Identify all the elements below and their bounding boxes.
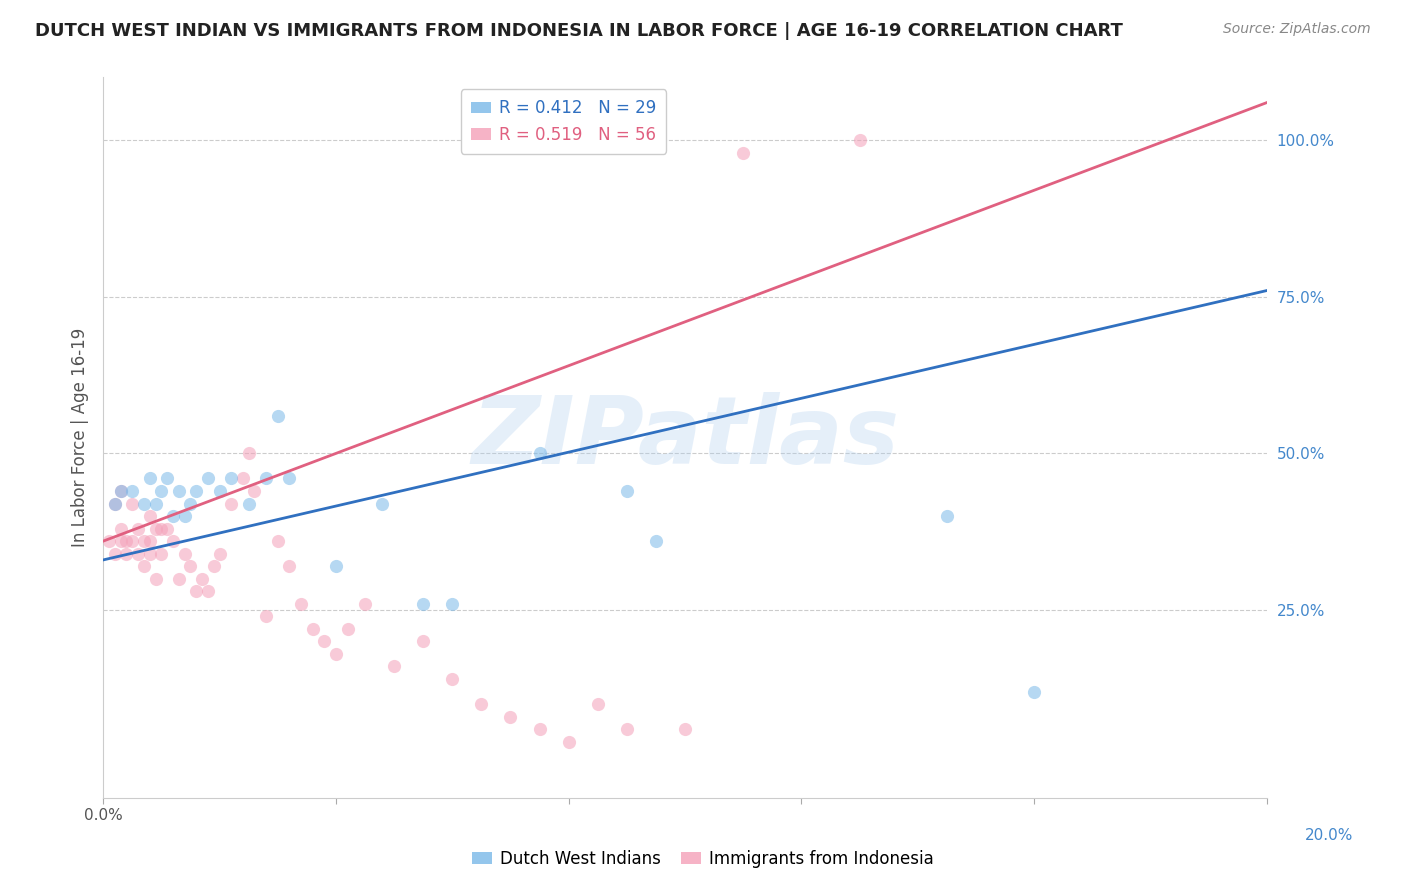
Point (110, 483, 132, 498)
Point (219, 471, 242, 485)
Point (115, 547, 138, 561)
Point (121, 534, 143, 549)
Point (232, 471, 254, 485)
Point (145, 497, 167, 511)
Point (238, 446, 260, 460)
Point (1024, 684, 1046, 698)
Point (150, 522, 173, 536)
Point (121, 497, 143, 511)
Point (290, 597, 312, 611)
Point (673, 722, 696, 736)
Point (371, 497, 394, 511)
Point (127, 522, 149, 536)
Point (138, 534, 160, 549)
Point (150, 483, 173, 498)
Point (104, 497, 127, 511)
Point (167, 572, 190, 586)
Point (267, 409, 290, 423)
Point (110, 534, 132, 549)
Point (733, 145, 755, 160)
Point (197, 584, 219, 599)
Point (150, 547, 173, 561)
Point (186, 483, 208, 498)
Text: Source: ZipAtlas.com: Source: ZipAtlas.com (1223, 22, 1371, 37)
Point (354, 597, 377, 611)
Point (243, 483, 266, 498)
Point (254, 471, 277, 485)
Point (97, 534, 120, 549)
Point (616, 483, 638, 498)
Point (179, 497, 201, 511)
Text: ZIPatlas: ZIPatlas (471, 392, 900, 483)
Point (127, 547, 149, 561)
Point (173, 547, 195, 561)
Point (301, 622, 323, 636)
Point (179, 559, 201, 574)
Text: 20.0%: 20.0% (1305, 828, 1353, 843)
Point (162, 534, 184, 549)
Point (132, 559, 155, 574)
Point (412, 634, 434, 648)
Point (278, 471, 301, 485)
Point (138, 471, 160, 485)
Point (441, 672, 464, 686)
Point (267, 534, 290, 549)
Point (156, 522, 179, 536)
Point (162, 509, 184, 524)
Point (202, 559, 225, 574)
Point (382, 659, 405, 673)
Legend: R = 0.412   N = 29, R = 0.519   N = 56: R = 0.412 N = 29, R = 0.519 N = 56 (461, 89, 666, 153)
Legend: Dutch West Indians, Immigrants from Indonesia: Dutch West Indians, Immigrants from Indo… (465, 844, 941, 875)
Point (314, 634, 336, 648)
Point (121, 483, 143, 498)
Point (104, 497, 127, 511)
Point (325, 647, 347, 661)
Point (110, 483, 132, 498)
Point (138, 547, 160, 561)
Point (470, 697, 492, 711)
Text: DUTCH WEST INDIAN VS IMMIGRANTS FROM INDONESIA IN LABOR FORCE | AGE 16-19 CORREL: DUTCH WEST INDIAN VS IMMIGRANTS FROM IND… (35, 22, 1123, 40)
Point (336, 622, 359, 636)
Point (848, 133, 870, 147)
Point (441, 597, 464, 611)
Point (616, 722, 638, 736)
Point (936, 509, 959, 524)
Point (173, 509, 195, 524)
Point (325, 559, 347, 574)
Point (208, 483, 231, 498)
Point (115, 534, 138, 549)
Point (529, 446, 551, 460)
Point (132, 534, 155, 549)
Point (586, 697, 609, 711)
Point (191, 572, 214, 586)
Point (557, 734, 579, 748)
Point (156, 471, 179, 485)
Point (186, 584, 208, 599)
Point (238, 497, 260, 511)
Point (138, 509, 160, 524)
Point (412, 597, 434, 611)
Point (145, 572, 167, 586)
Point (208, 547, 231, 561)
Point (219, 497, 242, 511)
Point (278, 559, 301, 574)
Point (132, 497, 155, 511)
Point (110, 522, 132, 536)
Point (145, 522, 167, 536)
Y-axis label: In Labor Force | Age 16-19: In Labor Force | Age 16-19 (72, 328, 89, 548)
Point (499, 709, 522, 723)
Point (529, 722, 551, 736)
Point (197, 471, 219, 485)
Point (167, 483, 190, 498)
Point (254, 609, 277, 624)
Point (645, 534, 668, 549)
Point (104, 547, 127, 561)
